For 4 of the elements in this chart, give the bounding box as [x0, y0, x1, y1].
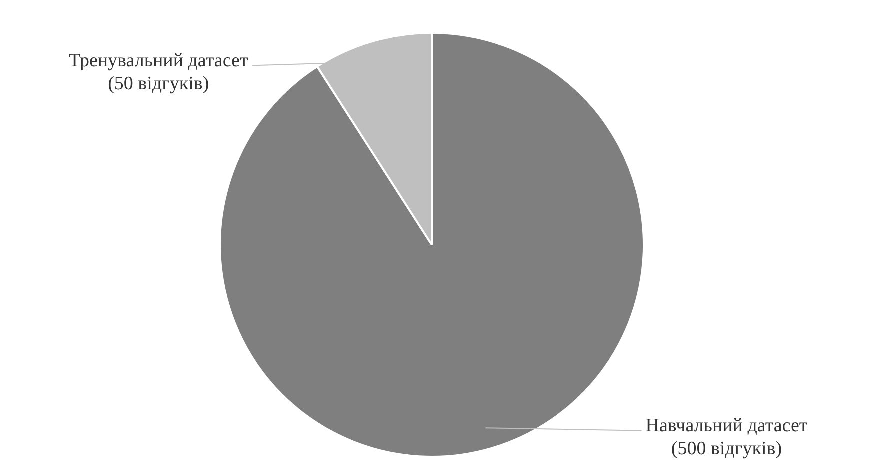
data-label: (500 відгуків) — [671, 438, 782, 460]
slice-label: Тренувальний датасет — [69, 50, 249, 72]
slice-label: Навчальний датасет — [646, 415, 808, 436]
data-label: (50 відгуків) — [108, 73, 210, 94]
